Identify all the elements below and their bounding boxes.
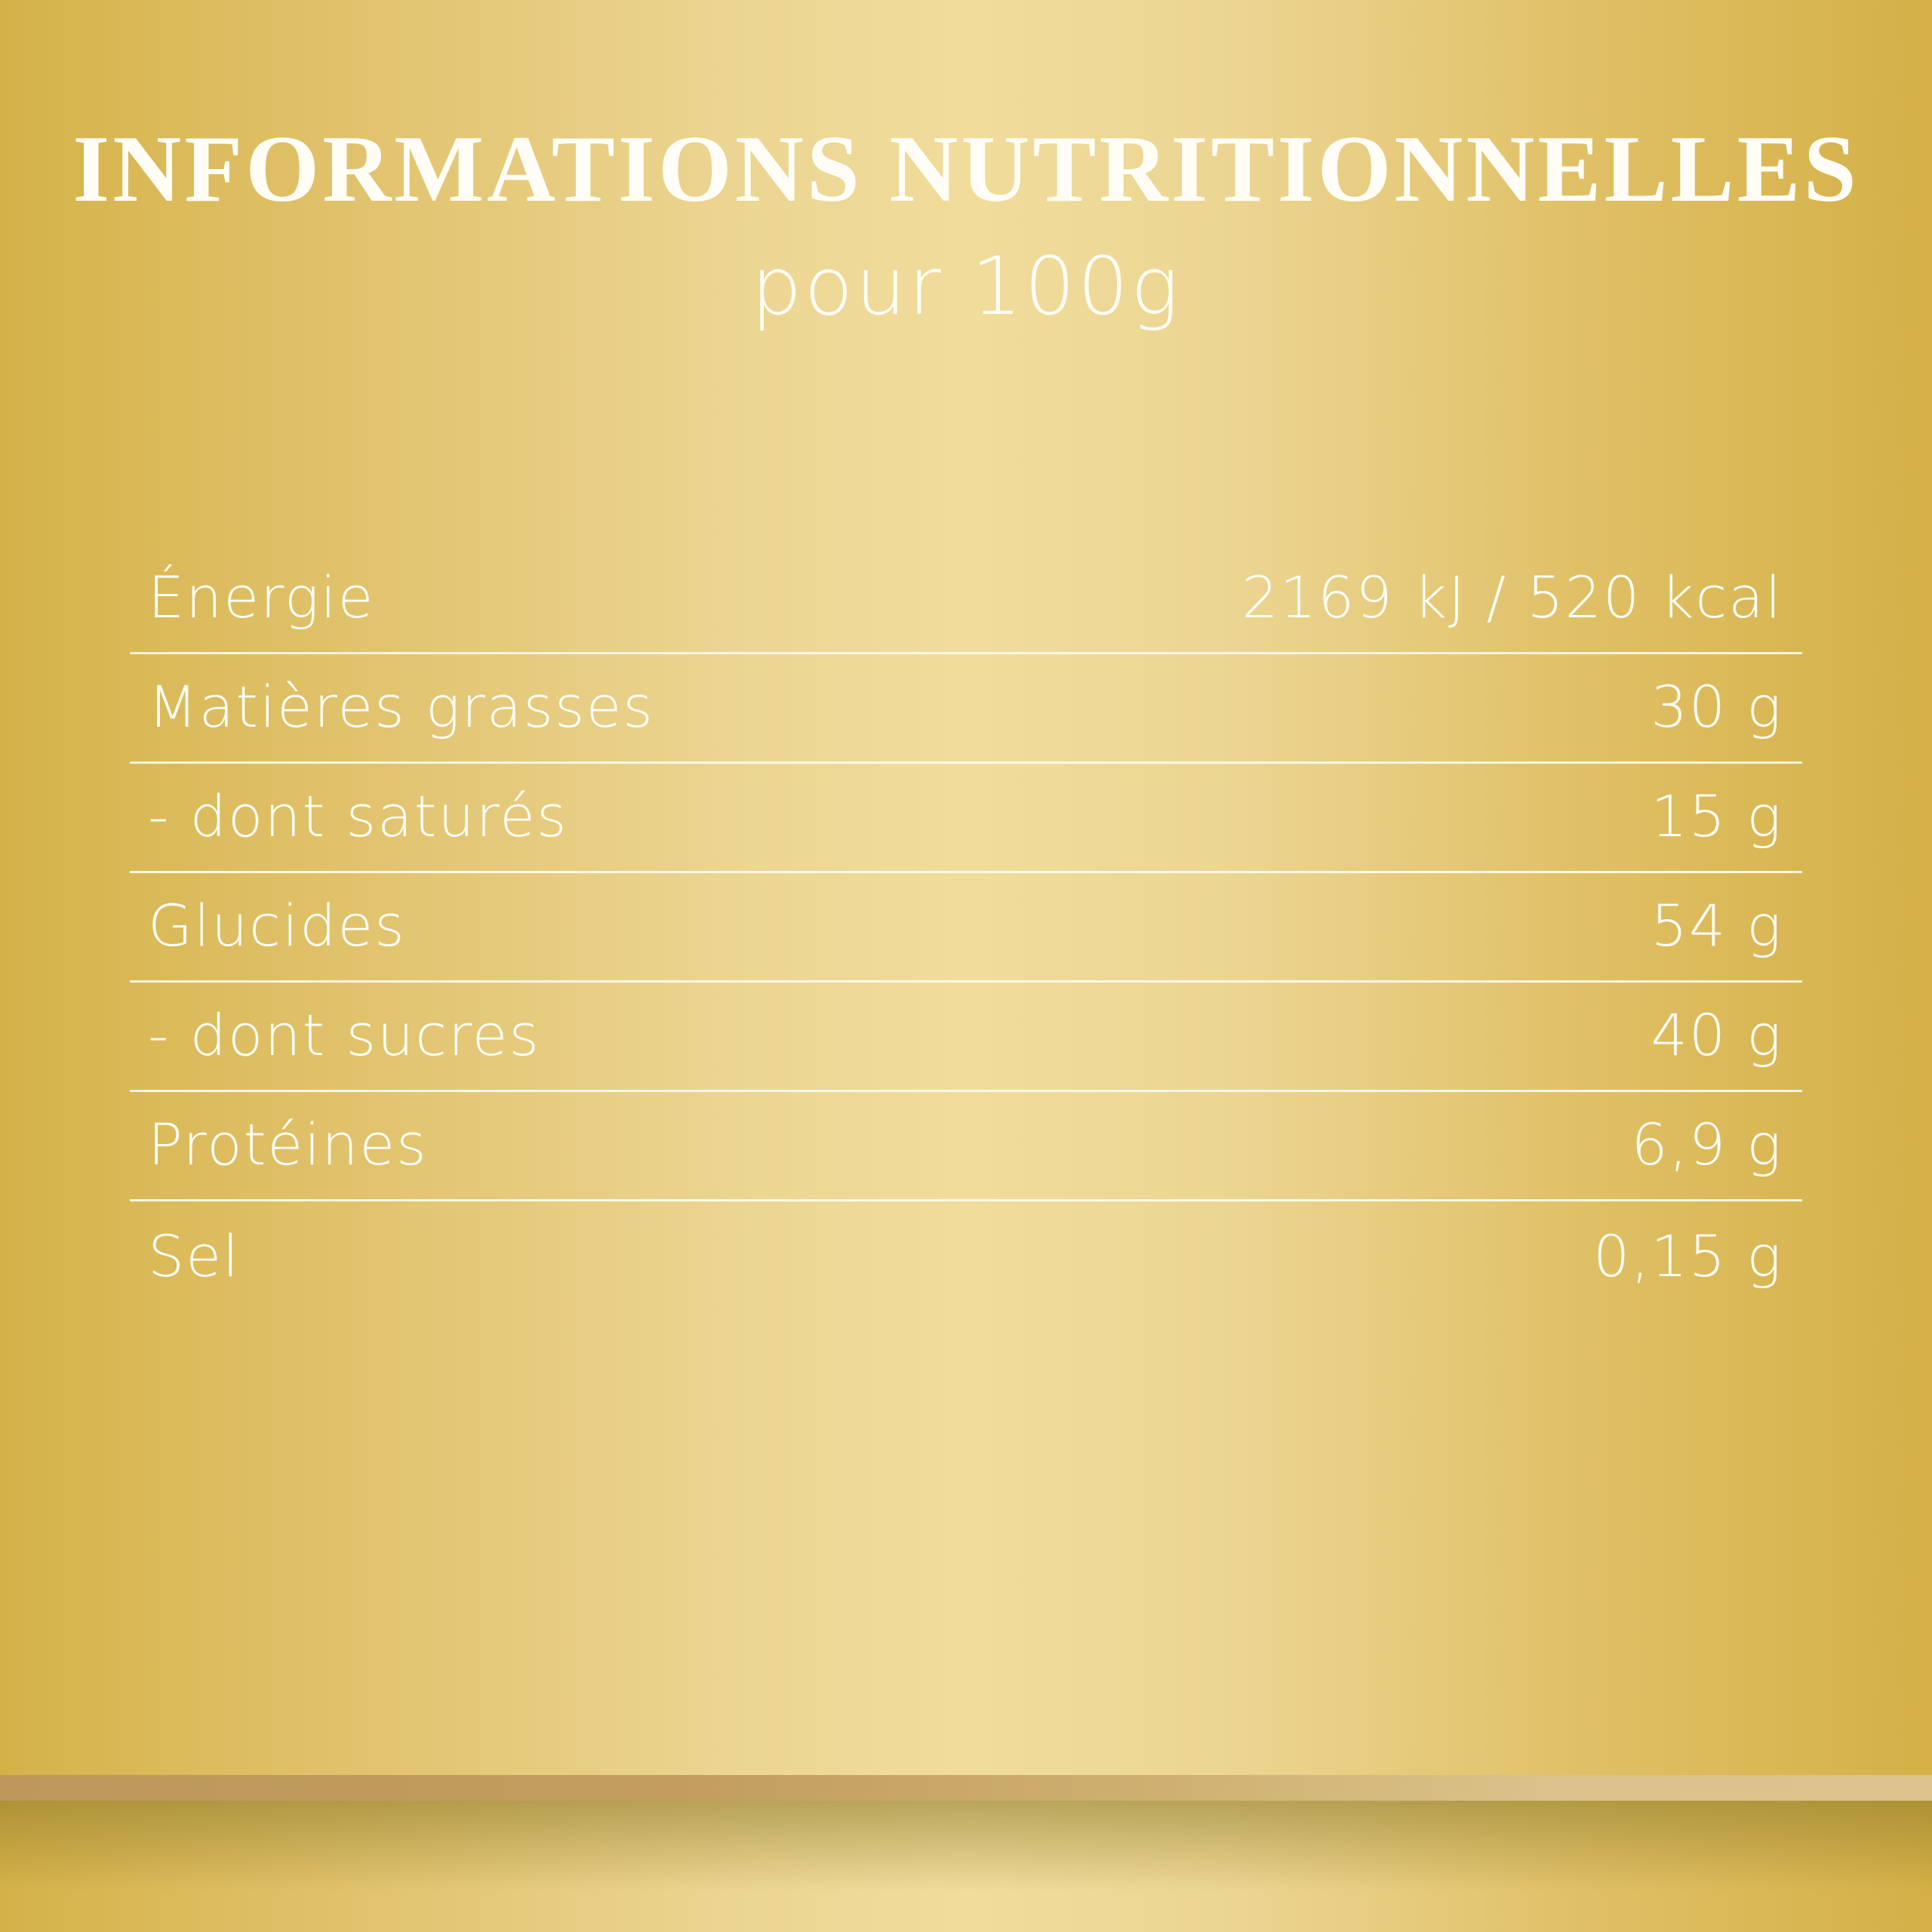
page-title: INFORMATIONS NUTRITIONNELLES (72, 117, 1860, 222)
table-row: - dont saturés 15 g (130, 764, 1802, 873)
nutrient-label: - dont sucres (148, 1001, 540, 1069)
page-subtitle: pour 100g (751, 240, 1181, 333)
table-row: Protéines 6,9 g (130, 1092, 1802, 1201)
nutrient-value: 15 g (1651, 783, 1783, 850)
table-row: Énergie 2169 kJ / 520 kcal (130, 545, 1802, 654)
band-shadow (0, 1801, 1932, 1891)
nutrition-table: Énergie 2169 kJ / 520 kcal Matières grass… (130, 545, 1802, 1311)
table-row: Matières grasses 30 g (130, 654, 1802, 764)
table-row: - dont sucres 40 g (130, 983, 1802, 1092)
nutrient-value: 30 g (1651, 673, 1783, 740)
table-row: Sel 0,15 g (130, 1201, 1802, 1311)
table-row: Glucides 54 g (130, 873, 1802, 983)
nutrient-value: 0,15 g (1593, 1223, 1783, 1290)
nutrient-value: 54 g (1651, 892, 1783, 959)
nutrient-value: 40 g (1651, 1001, 1783, 1069)
nutrient-label: Protéines (148, 1111, 428, 1178)
nutrient-label: Matières grasses (148, 673, 654, 740)
nutrient-value: 6,9 g (1631, 1111, 1783, 1178)
decorative-band (0, 1775, 1932, 1801)
nutrient-label: Énergie (148, 564, 375, 631)
nutrient-label: Glucides (148, 892, 406, 959)
nutrient-value: 2169 kJ / 520 kcal (1241, 564, 1783, 631)
nutrient-label: - dont saturés (148, 783, 568, 850)
nutrient-label: Sel (148, 1223, 241, 1290)
